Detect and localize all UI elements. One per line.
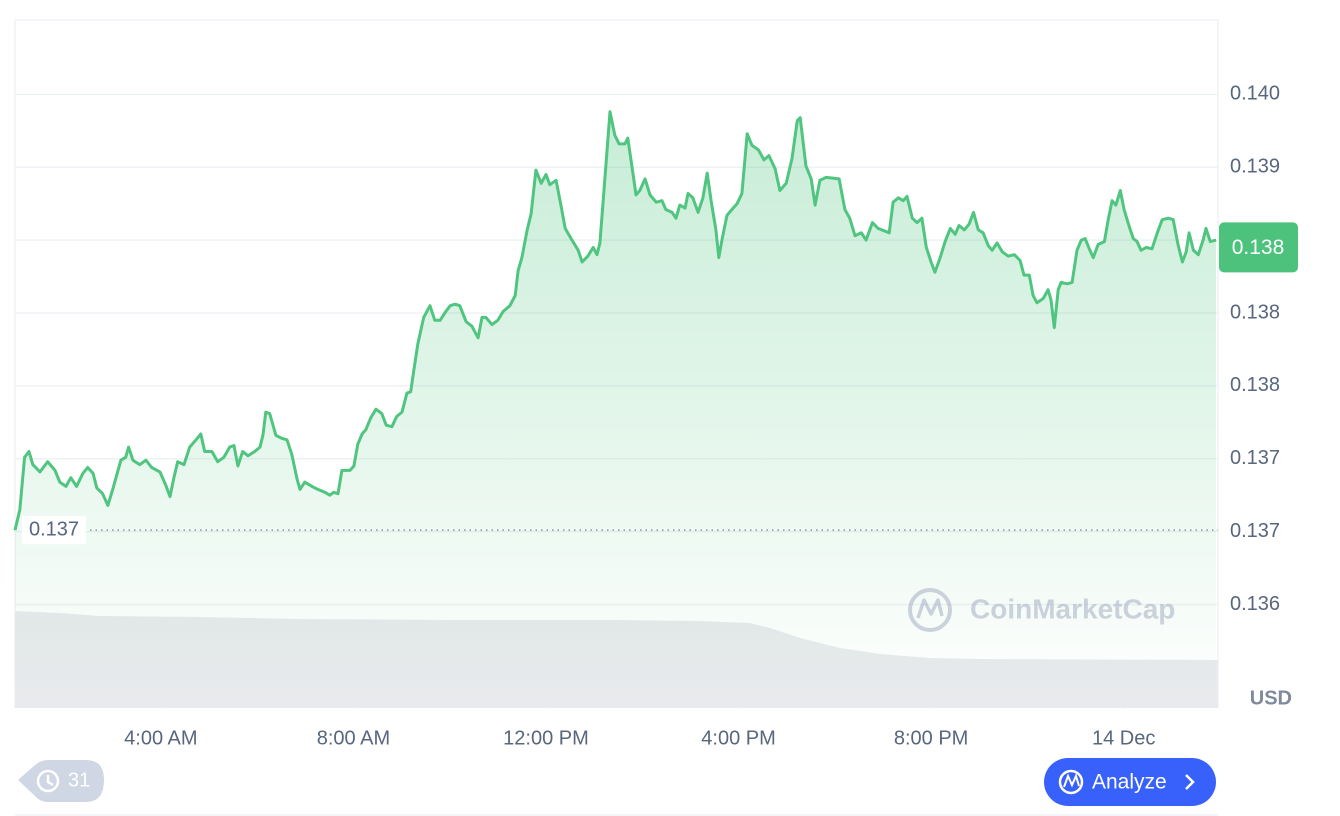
history-badge-shape[interactable]: [18, 760, 104, 802]
analyze-button[interactable]: Analyze: [1044, 758, 1216, 806]
x-tick-label: 4:00 AM: [124, 727, 197, 749]
y-tick-label: 0.138: [1230, 374, 1280, 396]
data: [13, 110, 1218, 709]
current-price-badge: [1219, 222, 1298, 273]
y-tick-label: 0.136: [1230, 593, 1280, 615]
current-price-label: 0.138: [1232, 236, 1285, 259]
x-tick-label: 8:00 PM: [894, 727, 968, 749]
analyze-label: Analyze: [1092, 771, 1167, 794]
history-icon: [36, 769, 60, 793]
unit-label: USD: [1250, 687, 1292, 709]
y-tick-label: 0.140: [1230, 83, 1280, 105]
watermark-text: CoinMarketCap: [970, 593, 1175, 624]
watermark: CoinMarketCap: [908, 588, 1175, 632]
x-tick-label: 8:00 AM: [317, 727, 390, 749]
analyze-chevron: [1185, 774, 1195, 790]
y-tick-label: 0.137: [1230, 520, 1280, 542]
y-tick-label: 0.137: [1230, 447, 1280, 469]
x-tick-label: 14 Dec: [1092, 727, 1155, 749]
history-badge[interactable]: 31: [18, 760, 104, 802]
y-tick-label: 0.139: [1230, 156, 1280, 178]
history-icon-hands: [46, 775, 54, 787]
open-price-label: 0.137: [29, 518, 79, 540]
x-tick-label: 4:00 PM: [701, 727, 775, 749]
x-tick-label: 12:00 PM: [503, 727, 589, 749]
y-tick-label: 0.138: [1230, 301, 1280, 323]
watermark-logo-m: [916, 598, 944, 619]
analyze-button-bg[interactable]: [1044, 758, 1216, 806]
price-area: [15, 111, 1217, 709]
open-price-label-bg: [22, 516, 86, 545]
analyze-icon-m: [1063, 773, 1080, 788]
history-count: 31: [68, 769, 90, 791]
watermark-logo: [908, 588, 952, 632]
price-line: [13, 110, 1217, 531]
analyze-icon: [1058, 769, 1084, 795]
